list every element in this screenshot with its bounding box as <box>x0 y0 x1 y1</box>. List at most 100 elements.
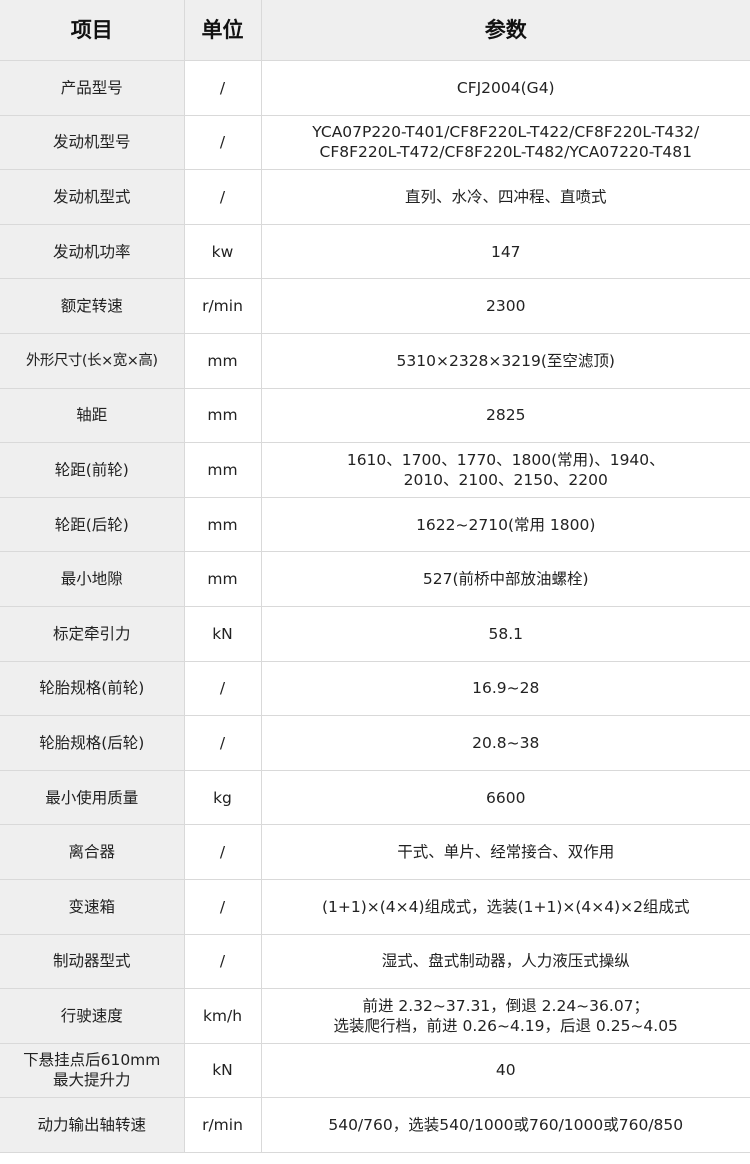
table-row: 产品型号 / CFJ2004(G4) <box>0 60 750 116</box>
row-value-line: 选装爬行档，前进 0.26~4.19，后退 0.25~4.05 <box>333 1016 678 1035</box>
row-item: 轮距(后轮) <box>0 496 185 553</box>
row-item: 轮距(前轮) <box>0 442 185 498</box>
row-value-line: 直列、水冷、四冲程、直喷式 <box>404 187 607 206</box>
row-item: 制动器型式 <box>0 933 185 990</box>
row-value-line: 147 <box>490 242 521 261</box>
header-unit: 单位 <box>183 0 262 61</box>
row-unit: kN <box>183 605 262 662</box>
row-value: CFJ2004(G4) <box>260 60 750 116</box>
row-value: 干式、单片、经常接合、双作用 <box>260 824 750 880</box>
row-unit: mm <box>183 387 262 444</box>
row-unit: kN <box>183 1042 262 1099</box>
row-unit: kg <box>183 769 262 826</box>
row-unit: / <box>183 114 262 171</box>
table-row: 外形尺寸(长×宽×高) mm 5310×2328×3219(至空滤顶) <box>0 332 750 389</box>
table-row: 额定转速 r/min 2300 <box>0 278 750 334</box>
row-value-line: 5310×2328×3219(至空滤顶) <box>396 351 615 370</box>
row-item: 外形尺寸(长×宽×高) <box>0 332 185 389</box>
row-value-line: 540/760，选装540/1000或760/1000或760/850 <box>328 1116 684 1135</box>
row-item: 产品型号 <box>0 60 185 116</box>
row-value-line: 58.1 <box>488 624 523 643</box>
row-value: 20.8~38 <box>260 715 750 771</box>
row-unit: / <box>183 169 262 225</box>
row-item: 行驶速度 <box>0 988 185 1044</box>
table-row: 轮胎规格(后轮)/ 20.8~38 <box>0 715 750 771</box>
table-row: 发动机型号 / YCA07P220-T401/CF8F220L-T422/CF8F2… <box>0 114 750 171</box>
row-value: 6600 <box>260 769 750 826</box>
row-unit: mm <box>183 496 262 553</box>
row-unit: kw <box>183 223 262 280</box>
row-value: 1622~2710(常用 1800) <box>260 496 750 553</box>
table-row: 行驶速度 km/h 前进 2.32~37.31，倒退 2.24~36.07； 选装爬行… <box>0 988 750 1044</box>
row-unit: / <box>183 824 262 880</box>
table-row: 最小使用质量 kg 6600 <box>0 769 750 826</box>
row-value: 直列、水冷、四冲程、直喷式 <box>260 169 750 225</box>
row-value-line: 1610、1700、1770、1800(常用)、1940、 <box>346 450 665 469</box>
row-value-line: 527(前桥中部放油螺栓) <box>422 570 589 589</box>
row-value-line: CFJ2004(G4) <box>456 78 555 97</box>
table-row: 发动机功率 kw 147 <box>0 223 750 280</box>
row-value-line: (1+1)×(4×4)组成式，选装(1+1)×(4×4)×2组成式 <box>321 897 690 916</box>
row-unit: / <box>183 715 262 771</box>
row-item: 变速箱 <box>0 878 185 935</box>
row-value: 147 <box>260 223 750 280</box>
table-row: 轴距 mm 2825 <box>0 387 750 444</box>
row-item: 发动机型号 <box>0 114 185 171</box>
row-unit: r/min <box>183 278 262 334</box>
row-value: 1610、1700、1770、1800(常用)、1940、 2010、2100、2… <box>260 442 750 498</box>
table-row: 制动器型式 / 湿式、盘式制动器，人力液压式操纵 <box>0 933 750 990</box>
table-row: 变速箱 / (1+1)×(4×4)组成式，选装(1+1)×(4×4)×2组成式 <box>0 878 750 935</box>
row-value: 40 <box>260 1042 750 1099</box>
row-value-line: 20.8~38 <box>472 733 540 752</box>
row-value-line: 2300 <box>486 297 526 316</box>
row-item: 发动机功率 <box>0 223 185 280</box>
row-value: 527(前桥中部放油螺栓) <box>260 551 750 607</box>
row-item: 轮胎规格(前轮) <box>0 660 185 717</box>
row-value-line: 6600 <box>486 788 526 807</box>
row-unit: mm <box>183 332 262 389</box>
row-value: 前进 2.32~37.31，倒退 2.24~36.07； 选装爬行档，前进 0.2… <box>260 988 750 1044</box>
row-unit: / <box>183 660 262 717</box>
row-value-line: YCA07P220-T401/CF8F220L-T422/CF8F220L-T4… <box>312 123 700 142</box>
table-row: 最小地隙 mm 527(前桥中部放油螺栓) <box>0 551 750 607</box>
row-item: 轮胎规格(后轮) <box>0 715 185 771</box>
row-value: 540/760，选装540/1000或760/1000或760/850 <box>260 1097 750 1153</box>
row-value: 5310×2328×3219(至空滤顶) <box>260 332 750 389</box>
table-row: 离合器 / 干式、单片、经常接合、双作用 <box>0 824 750 880</box>
table-row: 标定牵引力 kN 58.1 <box>0 605 750 662</box>
row-value-line: 40 <box>495 1061 516 1080</box>
row-item: 最小地隙 <box>0 551 185 607</box>
row-value-line: CF8F220L-T472/CF8F220L-T482/YCA07220-T48… <box>319 143 692 162</box>
row-item: 额定转速 <box>0 278 185 334</box>
row-unit: / <box>183 878 262 935</box>
table-row: 轮胎规格(前轮)/ 16.9~28 <box>0 660 750 717</box>
row-unit: / <box>183 60 262 116</box>
row-value-line: 16.9~28 <box>472 679 540 698</box>
row-value-line: 湿式、盘式制动器，人力液压式操纵 <box>381 952 630 971</box>
row-unit: r/min <box>183 1097 262 1153</box>
row-value: 2300 <box>260 278 750 334</box>
row-value: 58.1 <box>260 605 750 662</box>
row-value: 16.9~28 <box>260 660 750 717</box>
row-value-line: 干式、单片、经常接合、双作用 <box>397 843 615 862</box>
table-row: 发动机型式 / 直列、水冷、四冲程、直喷式 <box>0 169 750 225</box>
row-value-line: 前进 2.32~37.31，倒退 2.24~36.07； <box>362 996 650 1015</box>
row-value: 2825 <box>260 387 750 444</box>
row-unit: / <box>183 933 262 990</box>
row-item: 最小使用质量 <box>0 769 185 826</box>
row-value-line: 2825 <box>486 406 526 425</box>
table-row: 动力输出轴转速 r/min 540/760，选装540/1000或760/1000或… <box>0 1097 750 1153</box>
row-item: 标定牵引力 <box>0 605 185 662</box>
row-item: 动力输出轴转速 <box>0 1097 185 1153</box>
row-unit: mm <box>183 551 262 607</box>
row-item-line: 最大提升力 <box>52 1071 131 1090</box>
header-param: 参数 <box>260 0 750 61</box>
row-unit: km/h <box>183 988 262 1044</box>
row-item: 下悬挂点后610mm 最大提升力 <box>0 1042 185 1099</box>
row-value: YCA07P220-T401/CF8F220L-T422/CF8F220L-T4… <box>260 114 750 171</box>
table-row: 下悬挂点后610mm 最大提升力 kN 40 <box>0 1042 750 1099</box>
table-row: 轮距(前轮) mm 1610、1700、1770、1800(常用)、1940、 201… <box>0 442 750 498</box>
header-item: 项目 <box>0 0 185 61</box>
row-item: 发动机型式 <box>0 169 185 225</box>
